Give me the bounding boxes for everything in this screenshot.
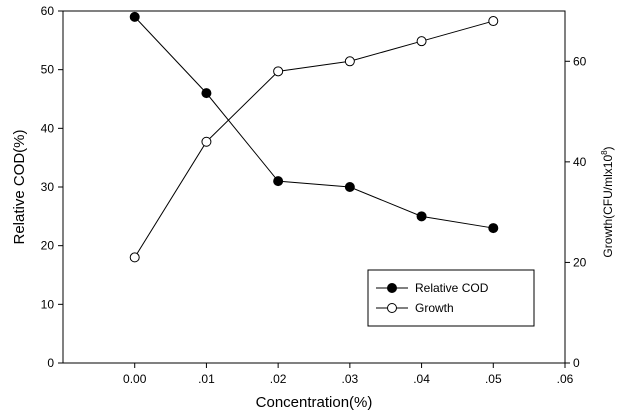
- right-y-tick-label: 60: [573, 54, 587, 68]
- left-y-tick-label: 0: [47, 356, 54, 370]
- x-axis-label: Concentration(%): [256, 394, 373, 411]
- relative-cod-point: [488, 223, 499, 234]
- relative-cod-point: [201, 88, 212, 99]
- legend-growth-marker: [387, 303, 397, 313]
- legend-relative-cod-label: Relative COD: [415, 281, 489, 295]
- left-y-tick-label: 50: [41, 63, 55, 77]
- left-y-tick-label: 30: [41, 180, 55, 194]
- growth-line: [134, 20, 494, 258]
- right-y-tick-label: 20: [573, 255, 587, 269]
- growth-point: [344, 56, 355, 67]
- legend-box: [367, 269, 535, 327]
- left-y-tick-label: 60: [41, 4, 55, 18]
- left-y-tick-label: 10: [41, 297, 55, 311]
- x-tick-label: 0.00: [123, 372, 147, 386]
- left-y-axis-ticks: 0 10 20 30 40 50 60: [41, 4, 63, 370]
- x-tick-label: .05: [485, 372, 502, 386]
- right-y-tick-label: 0: [573, 356, 580, 370]
- right-y-axis-ticks: 0 20 40 60: [565, 54, 587, 370]
- x-axis-ticks: 0.00 .01 .02 .03 .04 .05 .06: [123, 363, 574, 386]
- relative-cod-point: [344, 182, 355, 192]
- growth-point: [416, 36, 427, 47]
- growth-point: [273, 66, 284, 77]
- x-tick-label: .01: [198, 372, 215, 386]
- growth-point: [129, 252, 140, 263]
- x-tick-label: .04: [413, 372, 430, 386]
- legend-relative-cod-marker: [387, 283, 397, 293]
- relative-cod-point: [273, 176, 284, 187]
- relative-cod-point: [416, 211, 427, 222]
- x-tick-label: .03: [342, 372, 359, 386]
- left-y-tick-label: 20: [41, 239, 55, 253]
- right-y-axis-label-superscript: 8: [600, 150, 609, 155]
- relative-cod-point: [129, 11, 140, 22]
- x-tick-label: .02: [270, 372, 287, 386]
- legend: Relative COD Growth: [367, 269, 535, 327]
- left-y-axis-label: Relative COD(%): [11, 129, 28, 244]
- growth-point: [201, 136, 212, 147]
- series-layer: [129, 11, 499, 263]
- left-y-tick-label: 40: [41, 121, 55, 135]
- relative-cod-line: [134, 16, 494, 229]
- right-y-axis-label-main: Growth(CFU/mlx10: [601, 155, 615, 258]
- right-y-tick-label: 40: [573, 155, 587, 169]
- growth-point: [488, 16, 499, 27]
- x-tick-label: .06: [557, 372, 574, 386]
- right-y-axis-label-end: ): [601, 146, 615, 150]
- right-y-axis-label: Growth(CFU/mlx108): [600, 146, 615, 257]
- legend-growth-label: Growth: [415, 301, 454, 315]
